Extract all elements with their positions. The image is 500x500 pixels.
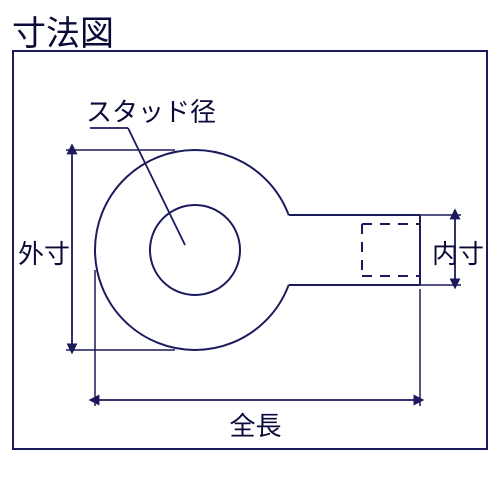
label-overall-length: 全長 — [230, 406, 282, 443]
diagram-container: 寸法図 スタッド径 外寸 内寸 全長 — [0, 0, 500, 500]
label-stud-diameter: スタッド径 — [86, 92, 216, 129]
label-inner-dim: 内寸 — [432, 234, 484, 271]
label-outer-dim: 外寸 — [18, 234, 70, 271]
